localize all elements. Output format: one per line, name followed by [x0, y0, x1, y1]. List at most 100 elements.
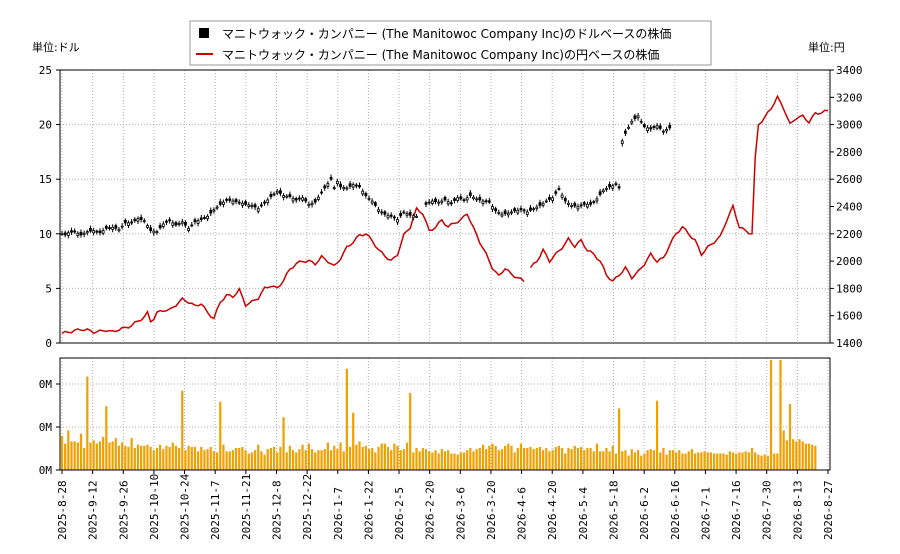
candle-body — [522, 209, 526, 212]
candle — [177, 220, 181, 227]
volume-bar — [532, 449, 535, 470]
volume-bar — [804, 443, 807, 470]
candle-body — [557, 188, 561, 190]
candle — [529, 205, 532, 213]
volume-bar — [440, 449, 443, 470]
candle-body — [484, 200, 488, 203]
candle-body — [554, 191, 558, 194]
candle-body — [535, 206, 539, 209]
volume-bar — [130, 438, 133, 470]
candle — [377, 207, 380, 215]
candle-body — [652, 126, 656, 128]
volume-bar — [203, 450, 206, 470]
x-axis: 2025-8-28 2025-9-12 2025-9-26 2025-10-10 202… — [56, 470, 835, 540]
candle — [437, 199, 441, 207]
volume-bar — [564, 453, 567, 470]
candle-body — [206, 215, 210, 220]
candle — [111, 224, 115, 233]
candle-body — [636, 115, 640, 119]
volume-bar — [728, 451, 731, 470]
candle-body — [513, 208, 517, 212]
candle-body — [519, 208, 523, 211]
candle-body — [655, 125, 659, 129]
candle — [158, 222, 162, 230]
candle-body — [108, 227, 111, 230]
candle — [304, 196, 308, 204]
candle-body — [174, 222, 178, 226]
x-tick-label: 2026-3-6 — [454, 487, 467, 540]
usd-candlesticks — [60, 112, 672, 239]
candle-body — [579, 204, 583, 207]
candle — [231, 198, 235, 206]
volume-bar — [671, 450, 675, 470]
candle — [161, 221, 165, 229]
volume-bar — [665, 454, 668, 470]
volume-bar — [117, 445, 121, 470]
candle-body — [465, 197, 469, 201]
volume-bar — [592, 451, 595, 470]
candle-body — [446, 201, 450, 205]
volume-bar — [193, 446, 197, 470]
candle-body — [563, 198, 567, 202]
candle-body — [310, 202, 314, 205]
candle-body — [468, 192, 472, 196]
candle — [171, 220, 175, 228]
candle — [643, 122, 646, 129]
volume-bar — [586, 448, 589, 470]
candle — [89, 225, 92, 233]
volume-bar — [678, 450, 681, 470]
candle-body — [89, 228, 92, 232]
volume-bar — [744, 451, 747, 470]
volume-bar — [424, 449, 428, 470]
left-axis-unit: 単位:ドル — [32, 40, 80, 54]
volume-bar — [67, 430, 70, 470]
volume-bar — [348, 446, 352, 470]
candle-body — [234, 199, 238, 202]
candle-body — [560, 194, 564, 198]
volume-bar — [576, 448, 580, 470]
volume-bar — [358, 441, 361, 470]
volume-bar — [497, 450, 500, 470]
candle-body — [392, 216, 396, 219]
volume-bar — [716, 453, 719, 470]
volume-bar — [709, 452, 712, 470]
candle — [206, 214, 210, 222]
volume-bar — [402, 449, 405, 470]
candle — [139, 214, 143, 223]
candle — [544, 198, 548, 204]
x-tick-label: 2025-10-10 — [148, 474, 161, 540]
candle-body — [272, 193, 276, 196]
candle-body — [209, 210, 213, 214]
candle — [570, 202, 574, 209]
candle-body — [85, 231, 89, 234]
volume-bar — [735, 453, 738, 470]
candle — [335, 178, 339, 187]
candle — [465, 195, 469, 203]
volume-bar — [491, 443, 494, 470]
candle — [582, 200, 586, 207]
candle-body — [146, 225, 149, 228]
volume-bar — [98, 441, 102, 470]
volume-bar — [121, 442, 124, 470]
candle — [383, 210, 387, 217]
volume-bars — [60, 360, 817, 470]
volume-bar — [162, 449, 165, 470]
volume-bar — [70, 441, 73, 470]
volume-bar — [579, 446, 583, 470]
volume-bar — [769, 360, 773, 470]
candle — [329, 174, 333, 182]
candle-body — [358, 184, 361, 188]
candle — [620, 138, 624, 147]
volume-bar — [519, 443, 523, 470]
volume-plot-frame — [59, 357, 831, 471]
candle — [130, 219, 134, 225]
candle-body — [586, 203, 589, 208]
candle — [260, 201, 263, 208]
candle — [598, 188, 602, 197]
candle-body — [256, 208, 260, 212]
volume-bar — [288, 445, 292, 470]
candle — [288, 191, 292, 199]
candle-body — [544, 200, 548, 203]
candle-body — [158, 225, 162, 229]
candle — [500, 211, 504, 218]
